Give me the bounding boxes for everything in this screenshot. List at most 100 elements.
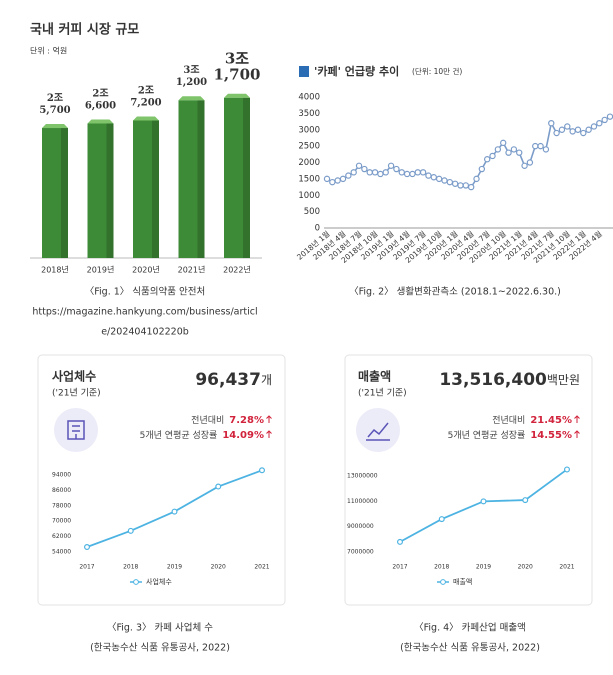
caption: https://magazine.hankyung.com/business/a… [32, 307, 257, 318]
stat: 5개년 연평균 성장률 14.09% [140, 430, 264, 442]
card-subtitle: ('21년 기준) [52, 388, 101, 399]
bar [42, 128, 68, 258]
point [494, 146, 502, 153]
stat: 5개년 연평균 성장률 14.55% [448, 430, 572, 442]
stat-label: 5개년 연평균 성장률 [140, 430, 218, 441]
value-label-line: 2조 [47, 92, 63, 104]
point [430, 174, 437, 181]
caption: (한국농수산 식품 유통공사, 2022) [90, 643, 230, 654]
card-icon [356, 408, 400, 452]
point [516, 149, 523, 156]
headline-value: 13,516,400 [439, 370, 547, 390]
value-label: 3조 1,700 [214, 50, 261, 84]
y-tick-label: 94000 [52, 472, 71, 479]
headline-unit: 개 [261, 373, 272, 387]
y-tick-label: 1500 [298, 174, 320, 184]
y-tick-label: 2500 [298, 142, 320, 152]
caption: e/202404102220b [101, 327, 189, 338]
bar-top [224, 93, 250, 98]
headline-unit: 백만원 [547, 373, 580, 387]
bar-shade [197, 100, 205, 259]
x-tick-label: 2018년 [41, 265, 69, 275]
point [564, 123, 571, 130]
value-label-line: 7,200 [130, 97, 161, 108]
point [425, 172, 432, 179]
point [83, 543, 90, 550]
x-tick-label: 2018 [434, 564, 449, 571]
bar-top [42, 124, 68, 129]
card-icon [54, 408, 98, 452]
point [521, 162, 528, 169]
point [350, 169, 357, 176]
x-tick-label: 2022년 [223, 265, 251, 275]
y-tick-label: 1000 [298, 191, 320, 201]
x-tick-label: 2021 [254, 564, 269, 571]
up-arrow [574, 415, 580, 423]
x-tick-label: 2019 [167, 564, 182, 571]
bar [224, 97, 250, 258]
chart-subtitle: 단위 : 억원 [30, 46, 67, 56]
x-tick-label: 2020년 [132, 265, 160, 275]
bar [133, 120, 159, 259]
title-icon [299, 66, 309, 77]
stat-label: 전년대비 [492, 415, 525, 426]
up-arrow [266, 430, 272, 438]
headline: 96,437개 [195, 370, 272, 390]
y-tick-label: 78000 [52, 502, 71, 509]
headline: 13,516,400백만원 [439, 370, 580, 390]
card-subtitle: ('21년 기준) [358, 388, 407, 399]
value-label-line: 5,700 [39, 105, 70, 116]
x-tick-label: 2020 [211, 564, 226, 571]
y-tick-label: 4000 [298, 93, 320, 103]
legend-label: 사업체수 [146, 577, 172, 586]
point [480, 498, 487, 505]
x-tick-label: 2019 [476, 564, 491, 571]
point [505, 149, 512, 156]
point [510, 146, 518, 153]
value-label-line: 1,200 [176, 77, 207, 88]
legend-marker [133, 579, 139, 585]
point [371, 169, 379, 176]
value-label-line: 2조 [138, 84, 154, 96]
point [435, 175, 443, 183]
legend-label: 매출액 [453, 577, 472, 586]
x-tick-label: 2021년 [178, 265, 206, 275]
point [558, 126, 566, 133]
bar-top [133, 116, 159, 121]
y-tick-label: 9000000 [347, 523, 374, 530]
stat: 전년대비 7.28% [191, 415, 264, 427]
point [606, 113, 613, 120]
x-tick-label: 2017 [392, 564, 407, 571]
bar-shade [106, 123, 114, 258]
caption: 〈Fig. 3〉 카페 사업체 수 [107, 622, 213, 634]
point [171, 508, 178, 515]
y-tick-label: 2000 [298, 158, 320, 168]
point [601, 116, 608, 124]
y-tick-label: 13000000 [347, 473, 378, 480]
point [489, 152, 496, 160]
value-label-line: 3조 [225, 50, 249, 68]
y-tick-label: 7000000 [347, 549, 374, 556]
x-tick-label: 2021 [559, 564, 574, 571]
card-title: 사업체수 [52, 369, 96, 384]
legend-marker [440, 579, 446, 585]
point [478, 165, 486, 173]
point [323, 175, 331, 183]
point [532, 142, 539, 150]
value-label: 2조 7,200 [130, 84, 161, 108]
bar-top [178, 96, 205, 101]
point [483, 156, 491, 163]
chart-icon [366, 422, 390, 441]
point [361, 165, 368, 173]
y-tick-label: 500 [304, 207, 320, 217]
point [329, 178, 336, 186]
point [451, 180, 459, 187]
point [569, 128, 576, 135]
x-tick-label: 2017 [79, 564, 94, 571]
y-tick-label: 3000 [298, 125, 320, 135]
point [409, 170, 416, 178]
value-label-line: 2조 [92, 87, 108, 99]
value-label: 3조 1,200 [176, 64, 207, 88]
point [366, 169, 373, 176]
card-title: 매출액 [358, 369, 391, 384]
